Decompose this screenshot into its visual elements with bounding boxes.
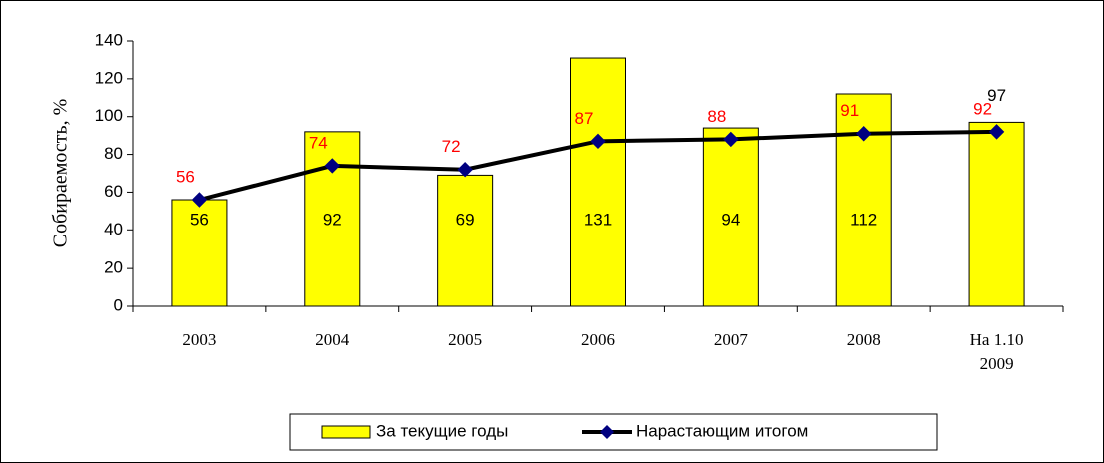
bar [835, 93, 892, 307]
y-axis-label: Собираемость, % [50, 99, 72, 248]
line-label: 56 [176, 167, 195, 186]
line-marker [856, 126, 872, 142]
x-tick-label: 2008 [846, 330, 881, 349]
line-marker [191, 192, 208, 208]
legend-swatch [321, 425, 371, 439]
y-tick-label: 60 [104, 182, 123, 201]
bar-label: 92 [323, 210, 342, 229]
legend-label: За текущие годы [376, 421, 508, 440]
bar-label: 97 [987, 86, 1006, 105]
bar-label: 94 [721, 210, 740, 229]
y-tick-label: 20 [104, 258, 123, 277]
bar [304, 131, 361, 307]
y-tick-label: 120 [95, 68, 123, 87]
line-label: 92 [973, 99, 992, 118]
x-tick-label: 2005 [448, 330, 483, 349]
legend-marker [600, 425, 614, 439]
bar-label: 112 [850, 210, 877, 229]
y-tick-label: 140 [95, 30, 123, 49]
x-tick-label: 2004 [315, 330, 350, 349]
line-label: 88 [707, 107, 726, 126]
line-label: 87 [575, 109, 594, 128]
line-label: 72 [442, 137, 461, 156]
line-marker [988, 124, 1005, 140]
line-label: 91 [840, 101, 859, 120]
bar-label: 69 [456, 210, 475, 229]
y-tick-label: 80 [104, 144, 123, 163]
x-tick-label: 2003 [182, 330, 217, 349]
y-tick-label: 40 [104, 220, 123, 239]
bar [570, 57, 626, 307]
x-tick-label: 2006 [581, 330, 615, 349]
x-tick-label: 2007 [713, 330, 748, 349]
line-marker [723, 131, 739, 148]
bar-label: 56 [190, 210, 209, 229]
bar [968, 121, 1025, 307]
x-tick-label: На 1.10 2009 [969, 330, 1024, 373]
y-tick-label: 0 [114, 295, 123, 314]
bar [702, 127, 759, 307]
bar [437, 174, 494, 307]
line-marker [457, 162, 473, 178]
line-marker [324, 158, 340, 174]
line-marker [590, 133, 606, 150]
legend-label: Нарастающим итогом [636, 421, 808, 440]
bar-label: 131 [584, 210, 612, 229]
y-tick-label: 100 [95, 106, 123, 125]
line-label: 74 [309, 133, 328, 152]
